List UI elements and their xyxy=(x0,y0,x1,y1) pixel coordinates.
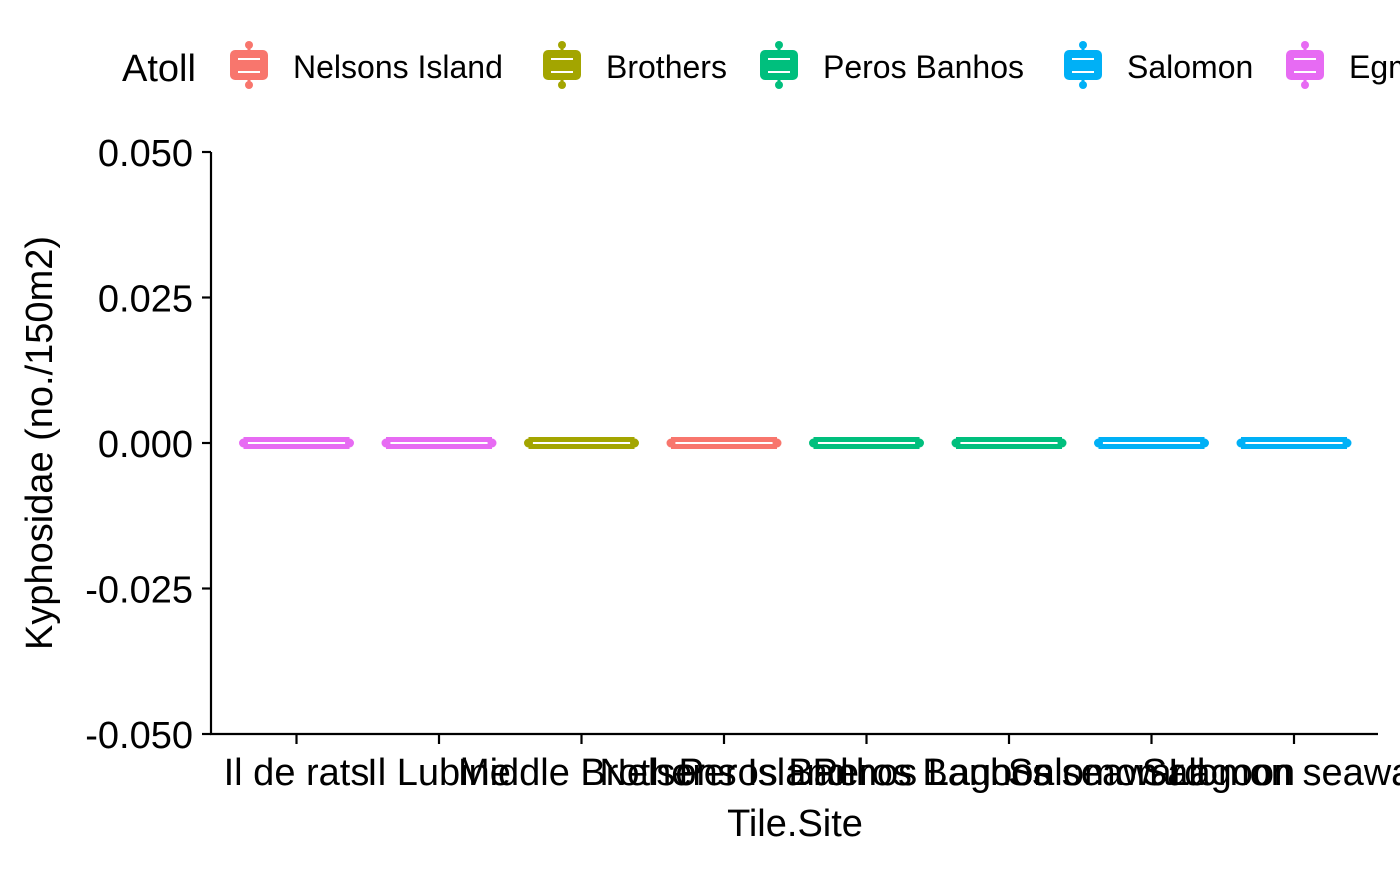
legend-key-dot xyxy=(1079,81,1087,89)
data-marks xyxy=(239,437,1352,449)
box-end xyxy=(630,438,639,448)
legend-label: Salomon xyxy=(1127,49,1253,85)
axes: -0.050 -0.025 0.000 0.025 0.050 Il de ratsIl … xyxy=(85,133,1400,794)
box-mark xyxy=(1236,437,1352,449)
x-tick-label: Peros Banhos Lagoon xyxy=(678,752,1054,794)
legend-key-box xyxy=(1286,50,1324,80)
legend-key-box xyxy=(760,50,798,80)
legend-key-box xyxy=(1064,50,1102,80)
box-end xyxy=(345,438,354,448)
box-mark xyxy=(951,437,1067,449)
x-axis-title: Tile.Site xyxy=(727,803,863,845)
y-axis-title: Kyphosidae (no./150m2) xyxy=(19,236,61,650)
legend-key-box xyxy=(230,50,268,80)
legend-label: Brothers xyxy=(606,49,727,85)
box-end xyxy=(915,438,924,448)
y-tick-label: -0.050 xyxy=(85,715,193,757)
box-end xyxy=(524,438,533,448)
x-tick-label: Middle Brother xyxy=(458,752,705,794)
box-end xyxy=(666,438,676,448)
box-end xyxy=(951,438,961,448)
legend-entry: Brothers xyxy=(543,41,727,89)
legend-key-dot xyxy=(558,41,566,49)
box-end xyxy=(1342,438,1352,448)
legend-key-dot xyxy=(775,41,783,49)
legend-key-box xyxy=(543,50,581,80)
legend-entry: Nelsons Island xyxy=(230,41,503,89)
legend-label: Egm xyxy=(1349,49,1400,85)
y-tick-label: 0.050 xyxy=(98,133,193,175)
x-tick-label: Salomon Lagoon xyxy=(1008,752,1295,794)
legend-key-dot xyxy=(1301,81,1309,89)
box-mark xyxy=(524,437,639,449)
legend-key-dot xyxy=(1301,41,1309,49)
box-mark xyxy=(381,437,497,449)
x-tick-label: Il Lubine xyxy=(367,752,511,794)
axis-labels: Tile.Site Kyphosidae (no./150m2) xyxy=(19,236,863,845)
box-end xyxy=(239,438,248,448)
box-end xyxy=(809,438,818,448)
x-tick-label: Salomon seaward xyxy=(1142,752,1400,794)
legend-label: Nelsons Island xyxy=(293,49,503,85)
box-end xyxy=(381,438,391,448)
box-mark xyxy=(239,437,354,449)
box-end xyxy=(1094,438,1103,448)
legend-key-dot xyxy=(245,81,253,89)
x-tick-label: Peros Banhos seaward xyxy=(813,752,1206,794)
y-tick-label: 0.000 xyxy=(98,424,193,466)
legend-key-dot xyxy=(1079,41,1087,49)
legend: Atoll Nelsons Island Brothers Peros Banhos S… xyxy=(122,41,1400,90)
box-end xyxy=(1200,438,1209,448)
box-mark xyxy=(666,437,782,449)
box-mark xyxy=(809,437,924,449)
y-tick-label: 0.025 xyxy=(98,279,193,321)
legend-label: Peros Banhos xyxy=(823,49,1024,85)
x-tick-label: Il de rats xyxy=(224,752,370,794)
legend-key-dot xyxy=(775,81,783,89)
box-end xyxy=(772,438,782,448)
legend-title: Atoll xyxy=(122,48,196,90)
legend-entry: Salomon xyxy=(1064,41,1253,89)
box-end xyxy=(487,438,497,448)
legend-key-dot xyxy=(245,41,253,49)
legend-entry: Egm xyxy=(1286,41,1400,89)
box-end xyxy=(1057,438,1067,448)
legend-entry: Peros Banhos xyxy=(760,41,1024,89)
legend-key-dot xyxy=(558,81,566,89)
x-tick-label: Nelsons Island xyxy=(599,752,848,794)
box-mark xyxy=(1094,437,1209,449)
box-end xyxy=(1236,438,1246,448)
y-tick-label: -0.025 xyxy=(85,570,193,612)
